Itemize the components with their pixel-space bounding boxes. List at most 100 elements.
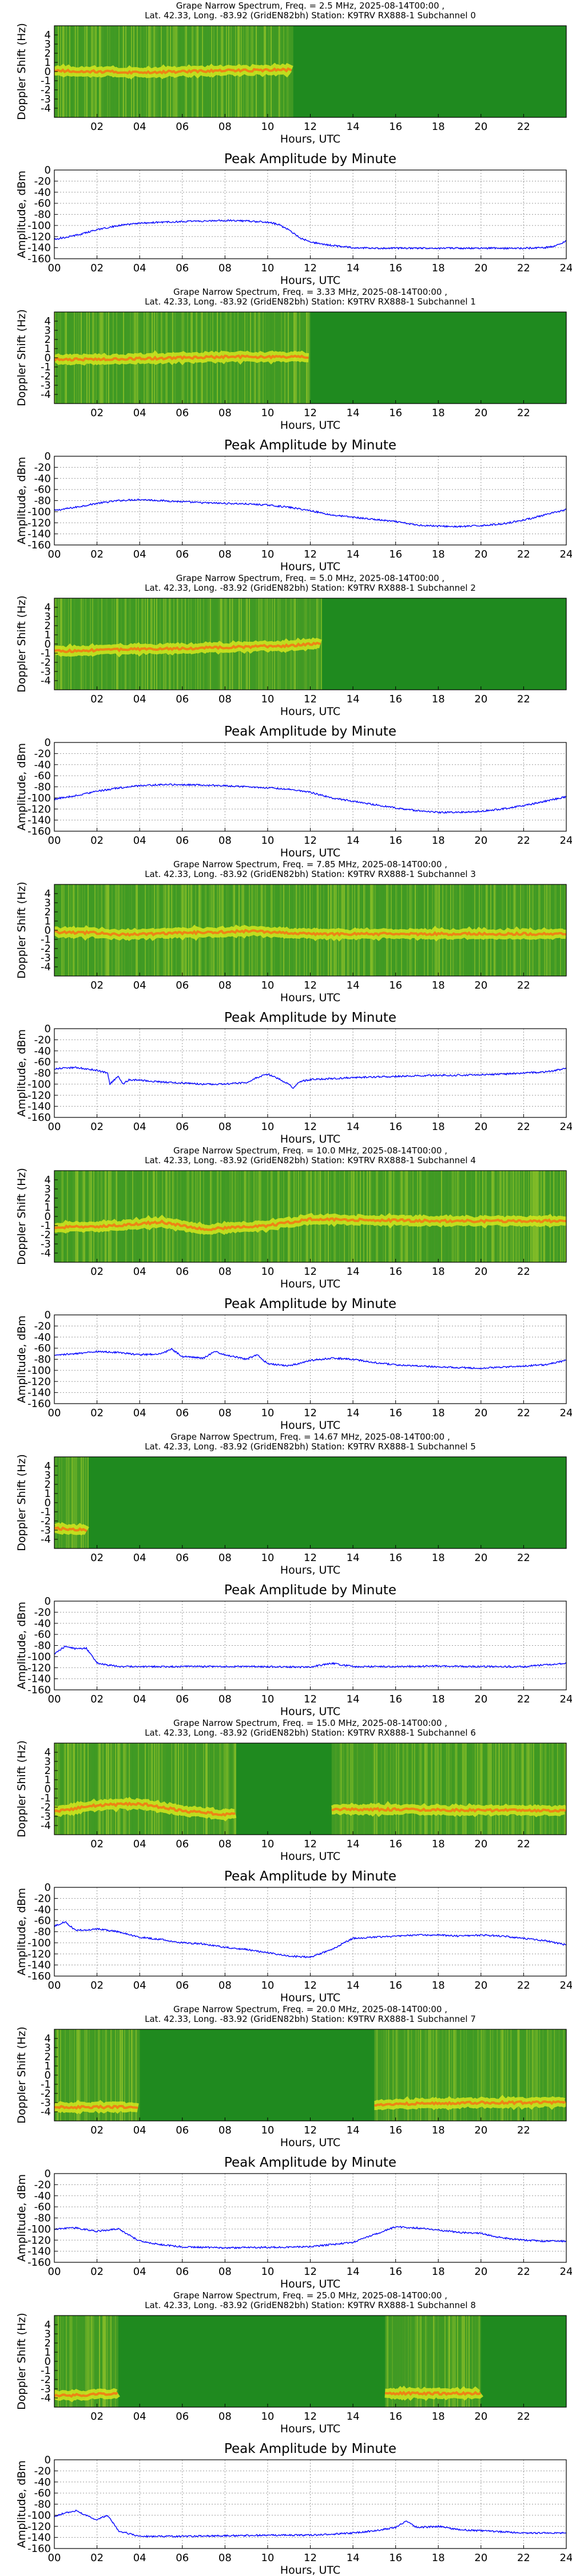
noise-streak — [498, 2029, 499, 2121]
noise-streak — [526, 1171, 527, 1262]
noise-streak — [371, 1743, 373, 1835]
y-tick-label: -3 — [41, 1238, 51, 1250]
noise-streak — [67, 598, 68, 690]
noise-streak — [456, 2316, 458, 2407]
noise-streak — [58, 1743, 59, 1835]
y-tick-label: -20 — [34, 2179, 51, 2191]
noise-streak — [489, 1743, 491, 1835]
y-tick-label: -40 — [34, 759, 51, 771]
noise-streak — [455, 2029, 457, 2121]
x-tick-label: 06 — [176, 407, 189, 419]
noise-streak — [90, 598, 91, 690]
noise-streak — [195, 1743, 196, 1835]
noise-streak — [476, 2316, 478, 2407]
noise-streak — [252, 1171, 253, 1262]
x-tick-label: 14 — [347, 262, 360, 274]
y-tick-label: -2 — [41, 657, 51, 669]
x-axis-label: Hours, UTC — [280, 991, 340, 1004]
x-tick-label: 10 — [261, 2266, 274, 2278]
chart-title: Grape Narrow Spectrum, Freq. = 3.33 MHz,… — [145, 287, 476, 307]
noise-streak — [437, 2029, 439, 2121]
noise-streak — [83, 2316, 84, 2407]
noise-streak — [72, 598, 73, 690]
x-tick-label: 02 — [90, 1266, 104, 1278]
x-tick-label: 08 — [219, 1838, 232, 1850]
noise-streak — [424, 1743, 426, 1835]
noise-streak — [109, 2316, 110, 2407]
x-tick-label: 12 — [304, 835, 317, 847]
noise-streak — [59, 1743, 60, 1835]
y-tick-label: 3 — [45, 1756, 51, 1768]
noise-streak — [65, 1743, 66, 1835]
noise-streak — [58, 1457, 59, 1548]
noise-streak — [214, 1171, 216, 1262]
noise-streak — [121, 1171, 122, 1262]
noise-streak — [258, 1171, 259, 1262]
noise-streak — [72, 2316, 73, 2407]
noise-streak — [431, 2316, 432, 2407]
noise-streak — [557, 1743, 558, 1835]
noise-streak — [237, 1171, 239, 1262]
noise-streak — [82, 598, 83, 690]
noise-streak — [68, 1457, 69, 1548]
y-tick-label: -3 — [41, 952, 51, 964]
noise-streak — [114, 2029, 115, 2121]
x-tick-label: 16 — [389, 2411, 402, 2423]
noise-streak — [221, 1171, 223, 1262]
noise-streak — [65, 2316, 66, 2407]
x-tick-label: 06 — [176, 693, 189, 705]
noise-streak — [291, 1171, 292, 1262]
x-tick-label: 02 — [90, 1552, 104, 1564]
noise-streak — [145, 1743, 146, 1835]
noise-streak — [81, 1171, 82, 1262]
noise-streak — [153, 1171, 154, 1262]
x-tick-label: 12 — [304, 2266, 317, 2278]
noise-streak — [169, 1171, 170, 1262]
x-tick-label: 04 — [133, 2411, 146, 2423]
y-tick-label: -140 — [27, 1101, 51, 1113]
noise-streak — [180, 1171, 181, 1262]
amplitude-chart: Peak Amplitude by Minute0-20-40-60-80-10… — [15, 1297, 572, 1432]
x-tick-label: 18 — [432, 1407, 445, 1419]
noise-streak — [106, 2316, 107, 2407]
noise-streak — [129, 2029, 130, 2121]
noise-streak — [383, 2029, 385, 2121]
noise-streak — [448, 2316, 450, 2407]
noise-streak — [338, 1743, 340, 1835]
x-axis-label: Hours, UTC — [280, 1992, 340, 2004]
x-tick-label: 10 — [261, 2124, 274, 2136]
noise-streak — [120, 2029, 121, 2121]
chart-title: Grape Narrow Spectrum, Freq. = 15.0 MHz,… — [145, 1718, 476, 1738]
noise-streak — [125, 598, 126, 690]
x-tick-label: 00 — [48, 548, 61, 560]
noise-streak — [197, 1743, 198, 1835]
noise-streak — [128, 598, 129, 690]
noise-streak — [510, 2029, 512, 2121]
y-axis-label: Amplitude, dBm — [15, 1888, 28, 1976]
x-tick-label: 00 — [48, 1980, 61, 1992]
y-tick-label: -100 — [27, 220, 51, 232]
noise-streak — [110, 598, 112, 690]
x-tick-label: 02 — [90, 979, 104, 991]
noise-streak — [468, 1743, 470, 1835]
noise-streak — [67, 2029, 68, 2121]
noise-streak — [76, 1457, 77, 1548]
x-tick-label: 10 — [261, 407, 274, 419]
y-axis-label: Doppler Shift (Hz) — [15, 595, 28, 693]
x-tick-label: 12 — [304, 548, 317, 560]
noise-streak — [61, 2316, 62, 2407]
y-tick-label: 0 — [45, 1023, 51, 1035]
noise-streak — [168, 1743, 169, 1835]
x-tick-label: 22 — [517, 835, 530, 847]
spectrum-chart: Grape Narrow Spectrum, Freq. = 3.33 MHz,… — [15, 287, 567, 432]
noise-streak — [81, 1743, 82, 1835]
noise-streak — [448, 2029, 450, 2121]
noise-streak — [423, 2029, 425, 2121]
noise-streak — [136, 2029, 137, 2121]
noise-streak — [377, 1743, 379, 1835]
spectrum-chart: Grape Narrow Spectrum, Freq. = 20.0 MHz,… — [15, 2004, 567, 2149]
noise-streak — [267, 1171, 268, 1262]
x-tick-label: 04 — [133, 835, 146, 847]
noise-streak — [130, 1743, 131, 1835]
noise-streak — [139, 1171, 140, 1262]
